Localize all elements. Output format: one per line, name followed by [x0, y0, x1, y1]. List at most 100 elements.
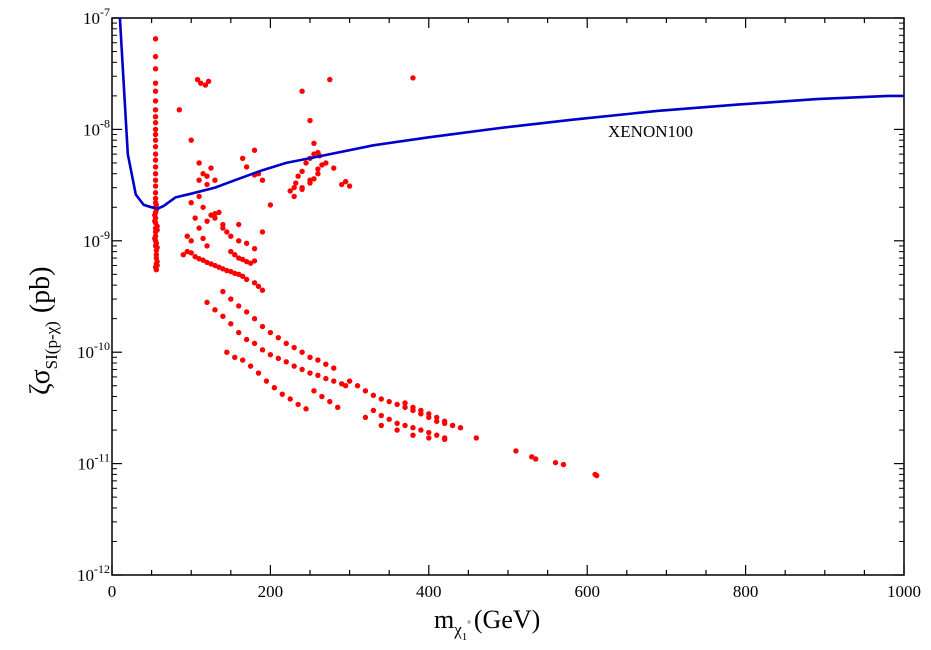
y-tick-exp: -7: [100, 5, 110, 19]
scatter-point: [303, 160, 309, 166]
x-label-unit: (GeV): [474, 605, 540, 634]
x-label-main: m: [434, 605, 454, 634]
scatter-point: [315, 372, 321, 379]
scatter-point: [441, 436, 448, 443]
scatter-point: [426, 411, 432, 417]
scatter-point: [311, 388, 317, 394]
scatter-point: [267, 351, 274, 358]
scatter-point: [362, 388, 369, 394]
y-tick-label: 10-8: [83, 116, 110, 139]
scatter-point: [236, 238, 242, 244]
scatter-point: [594, 472, 600, 479]
y-label-prefix: ζσ: [25, 369, 56, 395]
scatter-point: [560, 461, 567, 468]
scatter-point: [212, 307, 218, 313]
scatter-point: [434, 432, 440, 438]
scatter-point: [152, 66, 159, 72]
scatter-point: [552, 459, 559, 466]
scatter-point: [279, 391, 285, 397]
scatter-point: [236, 329, 242, 336]
y-tick-exp: -11: [94, 451, 110, 465]
scatter-point: [243, 276, 250, 283]
scatter-point: [263, 378, 270, 384]
scatter-point: [370, 392, 377, 399]
scatter-point: [354, 383, 361, 389]
scatter-point: [192, 215, 198, 221]
scatter-point: [255, 283, 262, 290]
scatter-point: [315, 166, 321, 172]
scatter-point: [259, 177, 266, 183]
scatter-point: [378, 412, 384, 419]
scatter-point: [204, 173, 210, 179]
scatter-point: [200, 235, 206, 242]
scatter-point: [327, 76, 333, 83]
scatter-point: [247, 260, 254, 266]
y-tick-base: 10: [83, 120, 100, 139]
scatter-point: [346, 183, 353, 189]
scatter-point: [255, 370, 262, 376]
y-axis-label: ζσSI(p-χ) (pb): [25, 267, 61, 396]
scatter-point: [386, 416, 392, 422]
scatter-point: [152, 235, 158, 242]
scatter-point: [283, 340, 289, 347]
scatter-point: [188, 137, 194, 143]
x-tick-label: 1000: [887, 582, 921, 601]
scatter-point: [152, 195, 159, 202]
scatter-point: [307, 180, 313, 186]
scatter-point: [299, 88, 305, 94]
scatter-point: [153, 267, 160, 273]
x-tick-labels: 0 200 400 600 800 1000: [108, 582, 921, 601]
scatter-point: [271, 385, 278, 391]
scatter-point: [327, 398, 333, 405]
y-tick-base: 10: [77, 455, 94, 474]
scatter-point: [323, 361, 329, 367]
scatter-point: [204, 181, 210, 188]
scatter-point: [194, 76, 201, 83]
scatter-point: [473, 435, 480, 441]
scatter-point: [449, 422, 456, 429]
scatter-point: [152, 143, 159, 150]
x-label-supsub: °: [467, 619, 471, 629]
scatter-point: [386, 398, 392, 405]
scatter-point: [362, 414, 369, 421]
scatter-point: [251, 147, 258, 153]
scatter-point: [153, 240, 160, 246]
scatter-point: [152, 114, 159, 120]
scatter-point: [410, 404, 416, 411]
scatter-point: [232, 354, 238, 360]
scatter-point: [208, 165, 214, 171]
y-tick-label: 10-9: [83, 228, 110, 251]
x-tick-label: 800: [733, 582, 759, 601]
scatter-point: [533, 456, 539, 462]
scatter-point: [402, 400, 408, 406]
scatter-point: [152, 151, 159, 157]
scatter-point: [176, 107, 183, 113]
scatter-point: [204, 243, 210, 249]
scatter-point: [212, 177, 218, 183]
scatter-point: [152, 80, 159, 86]
scatter-point: [370, 407, 377, 414]
scatter-point: [335, 404, 341, 411]
scatter-point: [259, 323, 266, 330]
x-tick-label: 600: [574, 582, 600, 601]
scatter-point: [251, 245, 258, 252]
scatter-point: [259, 347, 266, 353]
scatter-point: [251, 340, 258, 347]
scatter-point: [247, 363, 254, 369]
scatter-point: [153, 202, 160, 208]
scatter-point: [410, 75, 416, 81]
scatter-point: [378, 396, 384, 402]
y-tick-label: 10-10: [77, 339, 110, 362]
scatter-point: [200, 171, 206, 177]
scatter-point: [338, 181, 345, 188]
scatter-point: [196, 177, 202, 183]
scatter-point: [152, 212, 158, 218]
scatter-point: [239, 273, 246, 280]
scatter-point: [311, 140, 317, 147]
scatter-point: [418, 427, 424, 433]
scatter-point: [299, 366, 305, 373]
scatter-point: [204, 299, 210, 306]
y-tick-base: 10: [77, 343, 94, 362]
scatter-point: [410, 432, 416, 438]
